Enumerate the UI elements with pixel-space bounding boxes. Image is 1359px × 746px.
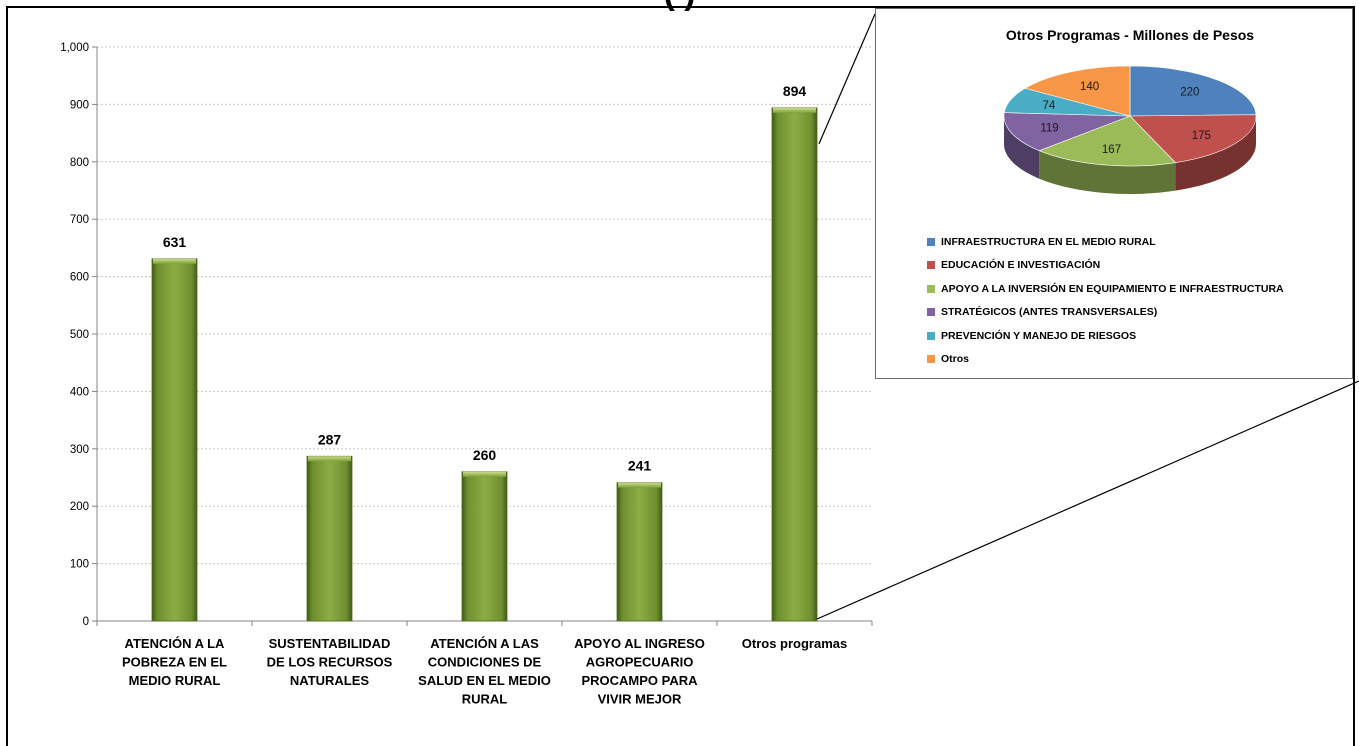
bar [461, 471, 508, 622]
legend-label: STRATÉGICOS (ANTES TRANSVERSALES) [941, 306, 1158, 319]
bar [771, 107, 818, 622]
legend-item: INFRAESTRUCTURA EN EL MEDIO RURAL [927, 230, 1284, 254]
data-label: 241 [628, 458, 652, 474]
legend-swatch [927, 308, 935, 317]
legend-swatch [927, 284, 935, 293]
x-category-label: SALUD EN EL MEDIO [418, 673, 551, 688]
connector-line-top [818, 13, 876, 145]
legend-label: INFRAESTRUCTURA EN EL MEDIO RURAL [941, 235, 1156, 248]
x-category-label: MEDIO RURAL [129, 673, 221, 688]
x-category-label: POBREZA EN EL [122, 655, 227, 670]
y-tick-label: 1,000 [60, 42, 89, 54]
data-label: 631 [163, 234, 187, 250]
pie-legend: INFRAESTRUCTURA EN EL MEDIO RURAL EDUCACI… [927, 230, 1284, 371]
legend-swatch [927, 355, 935, 364]
y-tick-label: 500 [70, 329, 89, 341]
outer-frame [6, 6, 1355, 746]
legend-item: EDUCACIÓN E INVESTIGACIÓN [927, 254, 1284, 278]
legend-swatch [927, 261, 935, 270]
bar-highlight [308, 456, 351, 462]
x-category-label: VIVIR MEJOR [598, 692, 682, 707]
legend-label: Otros [941, 353, 970, 366]
x-category-label: RURAL [462, 692, 508, 707]
legend-item: APOYO A LA INVERSIÓN EN EQUIPAMIENTO E I… [927, 277, 1284, 301]
y-tick-label: 100 [70, 559, 89, 571]
legend-label: EDUCACIÓN E INVESTIGACIÓN [941, 259, 1101, 272]
x-category-label: SUSTENTABILIDAD [269, 636, 391, 651]
bar [616, 482, 663, 622]
data-label: 260 [473, 447, 497, 463]
x-category-label: AGROPECUARIO [586, 655, 694, 670]
x-category-label: DE LOS RECURSOS [267, 655, 393, 670]
y-tick-label: 800 [70, 157, 89, 169]
data-label: 287 [318, 431, 342, 447]
y-tick-label: 400 [70, 386, 89, 398]
x-category-label: ATENCIÓN A LAS [430, 636, 539, 651]
x-category-label: Otros programas [742, 636, 847, 651]
bar-highlight [463, 471, 506, 477]
legend-label: PREVENCIÓN Y MANEJO DE RIESGOS [941, 329, 1137, 342]
legend-item: STRATÉGICOS (ANTES TRANSVERSALES) [927, 301, 1284, 325]
y-tick-label: 600 [70, 272, 89, 284]
bar-highlight [773, 107, 816, 113]
x-category-label: PROCAMPO PARA [581, 673, 698, 688]
bar-highlight [618, 482, 661, 488]
legend-swatch [927, 237, 935, 246]
legend-item: PREVENCIÓN Y MANEJO DE RIESGOS [927, 324, 1284, 348]
x-category-label: CONDICIONES DE [428, 655, 542, 670]
legend-label: APOYO A LA INVERSIÓN EN EQUIPAMIENTO E I… [941, 282, 1284, 295]
y-tick-label: 300 [70, 444, 89, 456]
bar [151, 258, 198, 622]
data-label: 894 [783, 83, 807, 99]
y-tick-label: 200 [70, 501, 89, 513]
y-tick-label: 900 [70, 99, 89, 111]
bar [306, 455, 353, 622]
legend-item: Otros [927, 348, 1284, 372]
x-category-label: APOYO AL INGRESO [574, 636, 705, 651]
legend-swatch [927, 331, 935, 340]
bar-chart: 0 100 200 300 400 500 600 700 800 900 1,000 631 ATE… [60, 13, 1359, 707]
y-tick-label: 700 [70, 214, 89, 226]
connector-line-bottom [816, 380, 1359, 620]
x-category-label: ATENCIÓN A LA [125, 636, 226, 651]
x-category-label: NATURALES [290, 673, 370, 688]
pie-chart-title: Otros Programas - Millones de Pesos [1005, 27, 1255, 43]
y-tick-label: 0 [83, 616, 89, 628]
bar-highlight [153, 258, 196, 264]
